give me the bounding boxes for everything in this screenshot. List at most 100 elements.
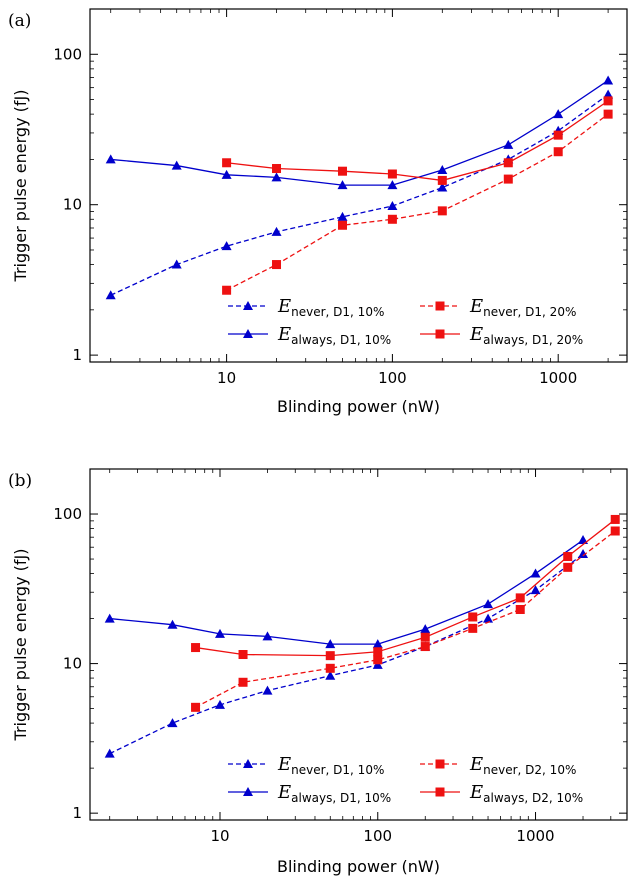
data-point: [221, 241, 232, 251]
series-line: [195, 530, 616, 708]
data-point: [553, 147, 563, 157]
data-point: [214, 699, 225, 709]
legend-item-1: Enever, D1, 10%: [228, 754, 384, 777]
data-point: [387, 180, 398, 190]
data-point: [167, 718, 178, 728]
legend: Enever, D1, 10%Ealways, D1, 10%Enever, D…: [228, 296, 583, 347]
data-point: [610, 526, 620, 536]
legend-label-main: E: [277, 782, 291, 803]
legend-label-main: E: [277, 324, 291, 345]
data-point: [387, 214, 397, 224]
legend-label-sub: always, D2, 10%: [483, 791, 583, 805]
data-point: [191, 643, 201, 653]
legend-item-1: Enever, D1, 10%: [228, 296, 384, 319]
legend-label-sub: always, D1, 20%: [483, 333, 583, 347]
plot-area: [105, 75, 614, 300]
chart-panel-1: (a) 10 100 1000 1 10 100 Blinding power (nW) Tri…: [8, 8, 628, 416]
data-point: [238, 650, 248, 660]
legend-label-sub: never, D1, 10%: [291, 305, 384, 319]
legend-label: Ealways, D1, 10%: [277, 324, 391, 347]
data-point: [222, 285, 232, 295]
legend-marker: [435, 759, 445, 769]
data-point: [372, 659, 383, 669]
legend-item-4: Ealways, D2, 10%: [420, 782, 583, 805]
legend-item-4: Ealways, D1, 20%: [420, 324, 583, 347]
legend-marker: [435, 787, 445, 797]
plot-area: [104, 514, 620, 758]
series-3: [222, 109, 613, 295]
x-tick-label: 1000: [539, 369, 577, 387]
y-tick-label: 1: [72, 804, 82, 822]
data-point: [238, 677, 248, 687]
data-point: [191, 702, 201, 712]
series-4: [191, 514, 620, 661]
legend-label-main: E: [277, 296, 291, 317]
data-point: [104, 613, 115, 623]
legend-marker: [435, 329, 445, 339]
data-point: [171, 160, 182, 170]
legend-item-2: Ealways, D1, 10%: [228, 782, 391, 805]
data-point: [337, 166, 347, 176]
data-point: [603, 75, 614, 85]
legend-label-main: E: [469, 782, 483, 803]
legend-label-sub: never, D1, 20%: [483, 305, 576, 319]
x-tick-label: 1000: [516, 827, 554, 845]
data-point: [503, 139, 514, 149]
data-point: [222, 158, 232, 168]
x-tick-label: 10: [217, 369, 236, 387]
chart-panel-2: (b) 10 100 1000 1 10 100 Blinding power (nW) Tri…: [8, 468, 628, 876]
legend-label-sub: never, D1, 10%: [291, 763, 384, 777]
series-line: [110, 94, 609, 296]
y-axis-label: Trigger pulse energy (fJ): [11, 549, 30, 742]
x-axis-label: Blinding power (nW): [277, 397, 440, 416]
data-point: [515, 604, 525, 614]
legend-label-main: E: [469, 296, 483, 317]
data-point: [603, 89, 614, 99]
data-point: [578, 549, 589, 559]
data-point: [420, 632, 430, 642]
data-point: [105, 154, 116, 164]
data-point: [563, 552, 573, 562]
data-point: [437, 175, 447, 185]
panel-label: (b): [8, 471, 32, 491]
x-axis-label: Blinding power (nW): [277, 857, 440, 876]
data-point: [503, 158, 513, 168]
minor-ticks: [90, 9, 627, 362]
data-point: [271, 172, 282, 182]
legend-label: Enever, D1, 10%: [277, 296, 384, 319]
legend-label: Enever, D1, 20%: [469, 296, 576, 319]
panel-label: (a): [8, 11, 31, 31]
legend-item-3: Enever, D2, 10%: [420, 754, 576, 777]
y-tick-label: 1: [72, 346, 82, 364]
legend-label-sub: always, D1, 10%: [291, 333, 391, 347]
data-point: [171, 259, 182, 269]
data-point: [530, 568, 541, 578]
data-point: [515, 593, 525, 603]
legend-marker: [243, 329, 253, 338]
legend-marker: [435, 301, 445, 311]
x-tick-label: 100: [378, 369, 407, 387]
x-tick-label: 100: [363, 827, 392, 845]
data-point: [483, 613, 494, 623]
data-point: [420, 624, 431, 634]
data-point: [271, 226, 282, 236]
data-point: [214, 628, 225, 638]
data-point: [221, 169, 232, 179]
y-tick-label: 10: [63, 196, 82, 214]
data-point: [325, 651, 335, 661]
legend-label-sub: always, D1, 10%: [291, 791, 391, 805]
legend-label: Ealways, D2, 10%: [469, 782, 583, 805]
data-point: [167, 619, 178, 629]
legend-marker: [243, 759, 253, 768]
legend-label-main: E: [469, 324, 483, 345]
legend-label-main: E: [469, 754, 483, 775]
y-tick-label: 100: [53, 505, 82, 523]
data-point: [468, 612, 478, 622]
series-4: [222, 96, 613, 185]
data-point: [373, 655, 383, 665]
series-1: [104, 549, 589, 758]
legend-item-3: Enever, D1, 20%: [420, 296, 576, 319]
data-point: [387, 169, 397, 179]
data-point: [437, 206, 447, 216]
